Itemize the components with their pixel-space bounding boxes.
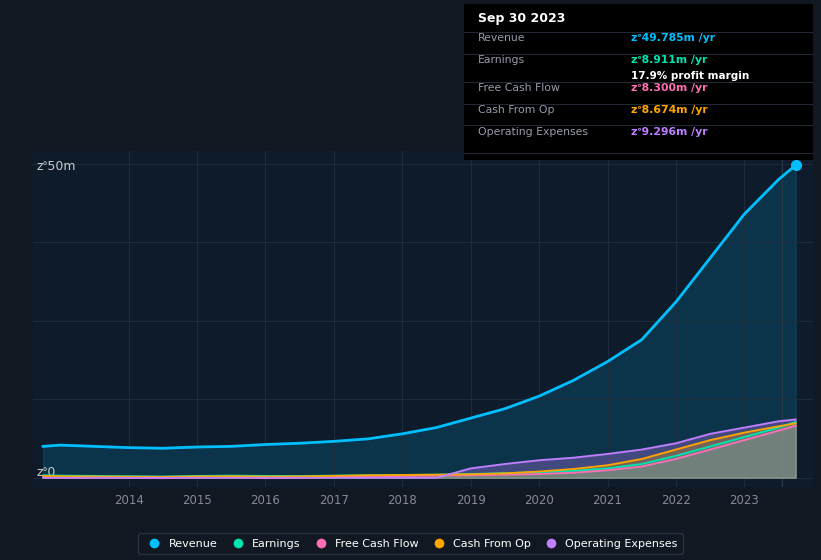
Text: zᐤ9.296m /yr: zᐤ9.296m /yr — [631, 127, 708, 137]
Text: zᐤ8.300m /yr: zᐤ8.300m /yr — [631, 83, 708, 94]
Text: zᐤ50m: zᐤ50m — [37, 160, 76, 172]
Text: Cash From Op: Cash From Op — [478, 105, 554, 115]
Text: zᐤ8.674m /yr: zᐤ8.674m /yr — [631, 105, 708, 115]
Text: zᐤ49.785m /yr: zᐤ49.785m /yr — [631, 34, 715, 44]
Text: Earnings: Earnings — [478, 55, 525, 66]
Legend: Revenue, Earnings, Free Cash Flow, Cash From Op, Operating Expenses: Revenue, Earnings, Free Cash Flow, Cash … — [138, 533, 683, 554]
Text: zᐤ0: zᐤ0 — [37, 466, 56, 479]
Text: Sep 30 2023: Sep 30 2023 — [478, 12, 565, 25]
Text: 17.9% profit margin: 17.9% profit margin — [631, 71, 750, 81]
Text: Free Cash Flow: Free Cash Flow — [478, 83, 560, 94]
Text: zᐤ8.911m /yr: zᐤ8.911m /yr — [631, 55, 708, 66]
Text: Revenue: Revenue — [478, 34, 525, 44]
Text: Operating Expenses: Operating Expenses — [478, 127, 588, 137]
